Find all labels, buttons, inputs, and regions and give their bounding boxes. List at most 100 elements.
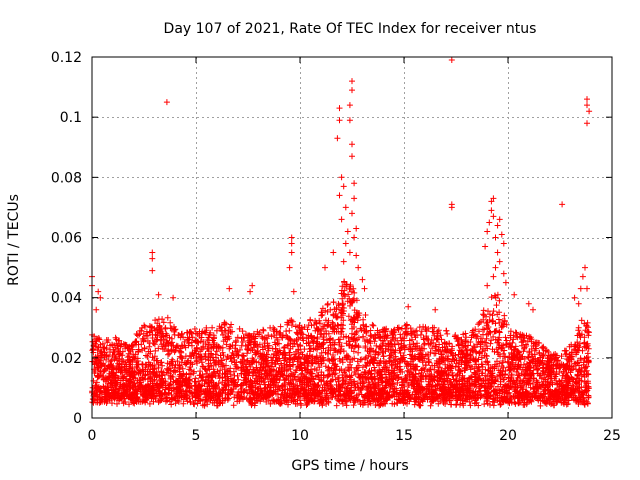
data-point [576, 377, 583, 384]
data-point [146, 400, 153, 407]
data-point [583, 388, 590, 395]
data-point [425, 356, 432, 363]
data-point [266, 366, 273, 373]
data-point [164, 332, 170, 339]
data-point [126, 393, 132, 400]
data-point [547, 371, 554, 378]
data-point [392, 361, 399, 368]
data-point [359, 378, 366, 385]
data-point [455, 334, 462, 341]
data-point [351, 355, 358, 362]
data-point [489, 312, 496, 319]
data-point [291, 338, 298, 345]
data-point [493, 302, 500, 309]
data-point [228, 387, 235, 394]
data-point [426, 390, 433, 397]
data-point [108, 384, 114, 391]
data-point [322, 317, 329, 324]
data-point [304, 358, 311, 365]
data-point [116, 353, 123, 359]
data-point [395, 375, 402, 381]
data-point [448, 358, 455, 365]
data-point [466, 357, 473, 364]
data-point [513, 368, 520, 375]
data-point [364, 383, 370, 390]
data-point [126, 401, 132, 408]
data-point [390, 370, 397, 377]
data-point [507, 383, 514, 390]
data-point [187, 364, 194, 370]
data-point [309, 337, 316, 344]
data-point [386, 393, 393, 400]
data-point [279, 387, 286, 394]
data-point [319, 341, 326, 348]
data-point [124, 383, 131, 389]
data-point [345, 395, 352, 402]
data-point [295, 374, 301, 381]
data-point [476, 387, 483, 394]
data-point [164, 314, 171, 321]
data-point [402, 377, 409, 384]
data-point [570, 365, 577, 371]
data-point [556, 383, 563, 390]
data-point [573, 380, 580, 386]
data-point [253, 372, 260, 379]
data-point [228, 375, 234, 382]
data-point [109, 372, 116, 379]
data-point [168, 347, 174, 354]
data-point [314, 382, 321, 389]
data-point [532, 360, 539, 367]
data-point [340, 308, 347, 314]
data-point [137, 399, 144, 405]
data-point [517, 384, 524, 391]
data-point [498, 363, 505, 370]
data-point [441, 357, 447, 364]
data-point [129, 346, 136, 353]
data-point [283, 367, 290, 374]
data-point [215, 380, 222, 387]
data-point [109, 400, 115, 407]
data-point [580, 361, 587, 368]
data-point [351, 399, 358, 406]
data-point [495, 367, 502, 374]
data-point [355, 349, 362, 356]
data-point [247, 347, 254, 354]
data-point [256, 367, 263, 374]
data-point [196, 372, 203, 379]
data-point [388, 354, 394, 361]
data-point [110, 375, 117, 382]
data-point [577, 355, 584, 362]
data-point [294, 358, 301, 365]
data-point [379, 349, 386, 356]
data-point [362, 394, 369, 401]
data-point [480, 307, 487, 314]
data-point [215, 361, 222, 368]
data-point [320, 357, 327, 364]
data-point [305, 335, 312, 342]
data-point [147, 374, 154, 381]
data-point [254, 378, 261, 385]
data-point [105, 374, 112, 380]
data-point [98, 390, 105, 397]
data-point [336, 398, 343, 405]
data-point [413, 387, 420, 394]
data-point [408, 369, 415, 376]
data-point [575, 347, 582, 354]
data-point [199, 328, 206, 335]
data-point [343, 340, 350, 347]
data-point [477, 394, 484, 401]
data-point [395, 326, 402, 333]
data-point [403, 326, 410, 332]
data-point [482, 358, 489, 365]
data-point [530, 375, 537, 382]
data-point [440, 399, 447, 406]
data-point [479, 326, 486, 333]
data-point [345, 353, 352, 360]
data-point [540, 353, 547, 359]
data-point [168, 335, 175, 342]
data-point [578, 365, 585, 371]
data-point [301, 324, 308, 330]
data-point [293, 367, 300, 374]
data-point [450, 352, 457, 359]
data-point [361, 338, 368, 344]
